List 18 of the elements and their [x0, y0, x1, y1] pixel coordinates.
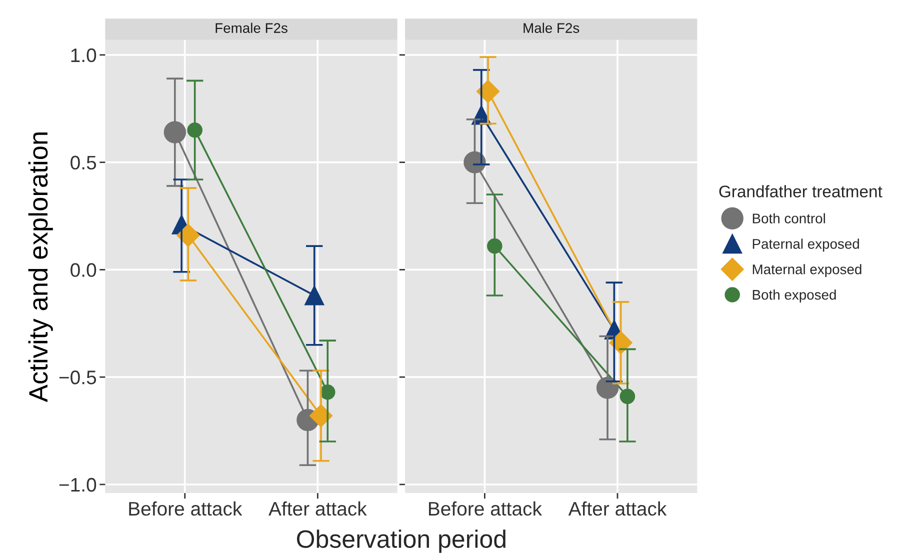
y-tick-label: −1.0	[59, 478, 96, 492]
x-tick-label: After attack	[568, 501, 667, 516]
x-tick-label: After attack	[268, 501, 367, 516]
y-tick-label: 1.0	[71, 48, 96, 62]
legend-label: Both exposed	[752, 290, 836, 302]
y-tick-label: 0.5	[70, 156, 96, 170]
chart-title: Female F2s	[216, 22, 288, 33]
chart-title: Male F2s	[524, 22, 580, 33]
legend-label: Both control	[752, 213, 825, 224]
y-tick-label: 0.0	[70, 263, 96, 277]
legend-label: Paternal exposed	[752, 238, 859, 252]
x-axis-title: Observation period	[296, 530, 506, 553]
x-tick-label: Before attack	[429, 501, 542, 516]
x-tick-label: Before attack	[129, 501, 242, 516]
y-tick-label: −0.5	[59, 370, 96, 384]
y-axis-title: Activity and exploration	[28, 132, 53, 402]
legend-title: Grandfather treatment	[719, 185, 882, 198]
legend-label: Maternal exposed	[752, 264, 862, 278]
